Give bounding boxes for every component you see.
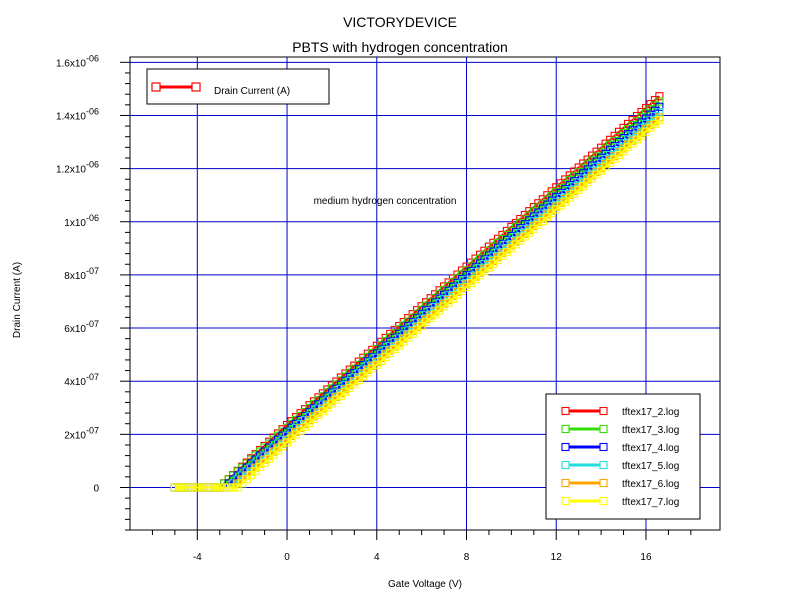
- legend-swatch-marker: [599, 424, 608, 434]
- data-point: [247, 471, 256, 480]
- data-point: [211, 483, 220, 492]
- y-axis-label: Drain Current (A): [12, 262, 23, 338]
- legend-swatch-marker: [599, 406, 608, 416]
- legend-swatch-marker: [561, 406, 570, 416]
- x-tick-label: -4: [193, 552, 202, 563]
- data-point: [197, 483, 206, 492]
- legend-label: tftex17_2.log: [622, 407, 679, 418]
- legend-label: tftex17_6.log: [622, 479, 679, 490]
- legend-swatch-marker: [599, 496, 608, 506]
- data-point: [655, 108, 664, 117]
- legend-swatch-marker: [599, 442, 608, 452]
- y-tick-label: 6x10-07: [64, 319, 99, 335]
- data-point: [224, 483, 233, 492]
- legend-swatch-marker: [561, 496, 570, 506]
- data-point: [238, 479, 247, 488]
- data-point: [220, 483, 229, 492]
- y-tick-label: 1x10-06: [64, 213, 99, 229]
- data-point: [655, 116, 664, 125]
- y-tick-label: 1.6x10-06: [56, 53, 99, 69]
- data-point: [655, 97, 664, 106]
- legend-top: Drain Current (A): [146, 68, 330, 105]
- legend-entry: tftex17_3.log: [561, 424, 679, 436]
- y-tick-label: 2x10-07: [64, 425, 99, 441]
- data-point: [265, 454, 274, 463]
- x-tick-label: 0: [284, 552, 290, 563]
- legend-label: tftex17_4.log: [622, 443, 679, 454]
- y-tick-label: 1.2x10-06: [56, 160, 99, 176]
- x-tick-label: 4: [374, 552, 380, 563]
- data-point: [655, 102, 664, 111]
- legend-bottom: tftex17_2.log tftex17_3.log tftex17_4.logt…: [545, 393, 701, 520]
- legend-swatch-marker: [561, 424, 570, 434]
- x-tick-label: 16: [640, 552, 652, 563]
- series-layer: [170, 92, 664, 492]
- data-point: [206, 483, 215, 492]
- data-point: [229, 483, 238, 492]
- chart-subtitle: PBTS with hydrogen concentration: [292, 39, 508, 55]
- data-point: [193, 483, 202, 492]
- data-point: [175, 483, 184, 492]
- chart-title: VICTORYDEVICE: [343, 14, 457, 30]
- legend-label: tftex17_7.log: [622, 497, 679, 508]
- data-point: [274, 446, 283, 455]
- x-axis-label: Gate Voltage (V): [388, 579, 462, 590]
- legend-entry: tftex17_5.log: [561, 460, 679, 472]
- data-point: [188, 483, 197, 492]
- y-tick-label: 1.4x10-06: [56, 106, 99, 122]
- legend-swatch-marker: [561, 460, 570, 470]
- legend-swatch-marker: [599, 460, 608, 470]
- data-point: [256, 462, 265, 471]
- y-tick-label: 0: [93, 483, 99, 494]
- data-point: [170, 483, 179, 492]
- data-point: [215, 483, 224, 492]
- data-point: [242, 475, 251, 484]
- data-point: [233, 483, 242, 492]
- legend-swatch-marker: [561, 478, 570, 488]
- data-point: [260, 458, 269, 467]
- legend-swatch-marker: [599, 478, 608, 488]
- legend-entry: tftex17_2.log: [561, 406, 679, 418]
- svg-text:Drain Current (A): Drain Current (A): [12, 262, 23, 338]
- series-line: [174, 119, 661, 489]
- y-tick-label: 8x10-07: [64, 266, 99, 282]
- data-point: [655, 92, 664, 101]
- legend-entry: tftex17_4.log: [561, 442, 679, 454]
- legend-swatch-marker: [561, 442, 570, 452]
- x-tick-label: 12: [551, 552, 563, 563]
- legend-top-label: Drain Current (A): [214, 86, 290, 97]
- data-point: [179, 483, 188, 492]
- data-point: [184, 483, 193, 492]
- data-point: [202, 483, 211, 492]
- data-point: [251, 467, 260, 476]
- series-tftex17_7.log: [170, 116, 664, 492]
- data-point: [269, 450, 278, 459]
- legend-entry: tftex17_7.log: [561, 496, 679, 508]
- data-point: [278, 442, 287, 451]
- legend-label: tftex17_5.log: [622, 461, 679, 472]
- y-tick-label: 4x10-07: [64, 372, 99, 388]
- annotation: medium hydrogen concentration: [314, 196, 457, 207]
- legend-label: tftex17_3.log: [622, 425, 679, 436]
- x-tick-label: 8: [464, 552, 470, 563]
- axis-ticks: -4 0 4 8 12 16 0 2x10-07 4x10-07 6x10-07 8x10-07 1x…: [56, 53, 692, 563]
- legend-entry: tftex17_6.log: [561, 478, 679, 490]
